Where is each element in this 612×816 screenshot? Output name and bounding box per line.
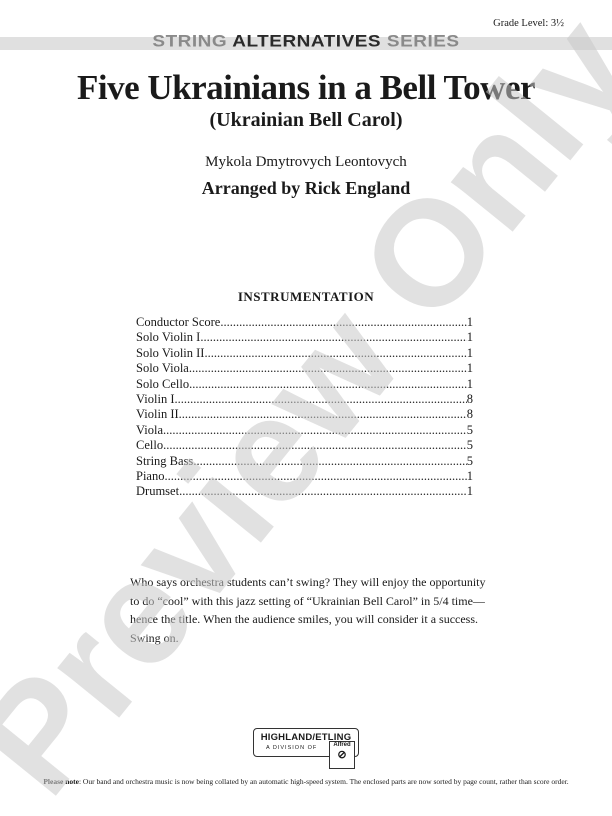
instrument-row: Solo Violin II 1 xyxy=(136,346,473,361)
instrument-name: Violin II xyxy=(136,407,179,422)
instrument-name: Cello xyxy=(136,438,164,453)
series-part3: SERIES xyxy=(386,32,460,51)
instrument-row: Violin II 8 xyxy=(136,407,473,422)
alfred-logo-icon: Alfred ⊘ xyxy=(329,741,355,769)
series-part2: ALTERNATIVES xyxy=(232,32,382,51)
instrument-row: Solo Viola 1 xyxy=(136,361,473,376)
grade-level: Grade Level: 3½ xyxy=(493,18,564,29)
instrument-row: Conductor Score 1 xyxy=(136,315,473,330)
instrument-count: 8 xyxy=(466,407,473,422)
instrument-name: Piano xyxy=(136,468,165,483)
instrument-name: Solo Violin I xyxy=(136,330,201,345)
leader-dots xyxy=(179,407,467,422)
leader-dots xyxy=(179,484,467,499)
leader-dots xyxy=(163,438,467,453)
instrument-name: Conductor Score xyxy=(136,315,221,329)
arranger: Arranged by Rick England xyxy=(201,178,411,198)
subtitle: (Ukrainian Bell Carol) xyxy=(209,109,403,131)
leader-dots xyxy=(189,377,467,392)
instrument-name: String Bass xyxy=(136,453,194,468)
instrument-row: Solo Violin I 1 xyxy=(136,330,473,345)
logo-line1: HIGHLAND/ETLING xyxy=(260,732,352,743)
leader-dots xyxy=(200,330,466,345)
series-title: STRING ALTERNATIVES SERIES xyxy=(0,33,612,52)
leader-dots xyxy=(189,361,467,376)
instrument-count: 1 xyxy=(466,468,473,483)
instrument-row: Cello 5 xyxy=(136,438,473,453)
leader-dots xyxy=(163,423,467,438)
instrument-name: Solo Viola xyxy=(136,361,189,376)
instrument-name: Violin I xyxy=(136,391,175,406)
leader-dots xyxy=(193,454,466,469)
instrumentation-list: Conductor Score1Solo Violin I1Solo Violi… xyxy=(136,315,473,500)
instrument-name: Viola xyxy=(136,422,164,437)
series-part1: STRING xyxy=(152,32,228,51)
instrument-count: 8 xyxy=(466,391,473,406)
leader-dots xyxy=(220,315,466,330)
alfred-label: Alfred xyxy=(333,742,351,748)
instrument-count: 5 xyxy=(466,453,473,468)
leader-dots xyxy=(174,392,466,407)
instrument-name: Drumset xyxy=(136,484,180,499)
instrument-count: 1 xyxy=(466,376,473,391)
composer: Mykola Dmytrovych Leontovych xyxy=(205,154,407,170)
page-title: Five Ukrainians in a Bell Tower xyxy=(76,68,536,107)
instrument-count: 1 xyxy=(466,315,473,329)
instrument-row: Piano 1 xyxy=(136,469,473,484)
instrument-row: Violin I 8 xyxy=(136,392,473,407)
instrument-count: 1 xyxy=(466,484,473,499)
footer-note: Please note: Our band and orchestra musi… xyxy=(0,777,612,786)
instrument-count: 1 xyxy=(466,330,473,345)
leader-dots xyxy=(204,346,466,361)
footer-text: : Our band and orchestra music is now be… xyxy=(78,777,569,786)
instrument-name: Solo Cello xyxy=(136,376,190,391)
instrument-count: 1 xyxy=(466,361,473,376)
publisher-logo: HIGHLAND/ETLING A DIVISION OF Alfred ⊘ xyxy=(253,728,359,769)
description: Who says orchestra students can’t swing?… xyxy=(130,575,486,645)
instrumentation-heading: INSTRUMENTATION xyxy=(237,289,375,304)
instrument-row: Solo Cello 1 xyxy=(136,377,473,392)
instrument-row: String Bass 5 xyxy=(136,454,473,469)
logo-line2: A DIVISION OF xyxy=(266,745,318,751)
leader-dots xyxy=(164,469,466,484)
instrument-name: Solo Violin II xyxy=(136,345,205,360)
instrument-row: Viola 5 xyxy=(136,423,473,438)
series-band xyxy=(0,37,612,50)
instrument-row: Drumset 1 xyxy=(136,484,473,499)
instrument-count: 5 xyxy=(466,438,473,453)
instrument-count: 1 xyxy=(466,345,473,360)
instrument-count: 5 xyxy=(466,422,473,437)
footer-label: Please note xyxy=(43,777,79,786)
